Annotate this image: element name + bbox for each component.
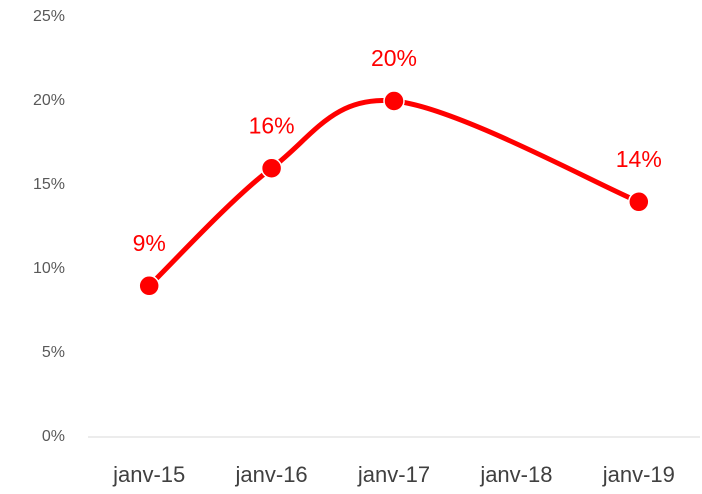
y-tick-label: 0%: [42, 428, 65, 445]
marker: [260, 157, 283, 179]
line: [146, 98, 642, 289]
data-label: 9%: [133, 230, 166, 256]
y-tick-label: 15%: [33, 176, 65, 193]
data-label: 20%: [371, 45, 417, 71]
marker: [138, 275, 160, 297]
x-tick-label: janv-17: [357, 462, 430, 487]
x-tick-label: janv-15: [112, 462, 185, 487]
x-tick-label: janv-16: [235, 462, 308, 487]
x-tick-label: janv-19: [602, 462, 675, 487]
data-label: 14%: [616, 146, 662, 172]
y-tick-label: 10%: [33, 260, 65, 277]
marker: [628, 191, 650, 213]
data-label: 16%: [249, 112, 295, 138]
y-tick-label: 5%: [42, 344, 65, 361]
x-tick-label: janv-18: [479, 462, 552, 487]
y-tick-label: 20%: [33, 92, 65, 109]
marker: [383, 90, 405, 112]
y-tick-label: 25%: [33, 8, 65, 25]
